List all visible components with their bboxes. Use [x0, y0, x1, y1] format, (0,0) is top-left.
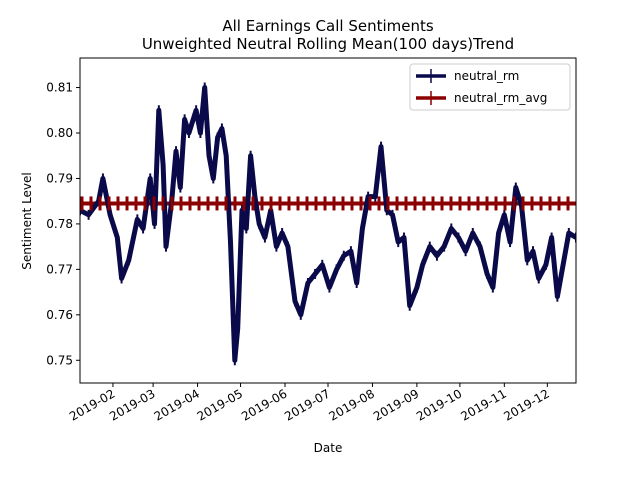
- legend: neutral_rm neutral_rm_avg: [409, 63, 571, 111]
- chart-title: All Earnings Call Sentiments: [222, 17, 434, 35]
- x-tick-label: 2019-07: [282, 386, 332, 423]
- y-tick-label: 0.75: [46, 353, 73, 367]
- y-tick-label: 0.76: [46, 308, 73, 322]
- y-tick-label: 0.77: [46, 262, 73, 276]
- x-tick-label: 2019-04: [152, 386, 202, 423]
- x-tick-label: 2019-05: [195, 386, 245, 423]
- y-tick-label: 0.79: [46, 171, 73, 185]
- chart-subtitle: Unweighted Neutral Rolling Mean(100 days…: [142, 35, 514, 53]
- x-tick-label: 2019-12: [501, 386, 551, 423]
- y-axis-label: Sentiment Level: [20, 172, 34, 270]
- x-tick-label: 2019-10: [414, 386, 464, 423]
- y-tick-label: 0.80: [46, 126, 73, 140]
- x-axis: 2019-022019-032019-042019-052019-062019-…: [67, 383, 552, 424]
- x-tick-label: 2019-06: [239, 386, 289, 423]
- x-tick-label: 2019-08: [327, 386, 377, 423]
- y-axis: 0.75 0.76 0.77 0.78 0.79 0.80 0.81: [46, 81, 80, 367]
- y-tick-label: 0.81: [46, 81, 73, 95]
- x-tick-label: 2019-11: [458, 386, 508, 423]
- legend-label-neutral-rm-avg: neutral_rm_avg: [454, 91, 547, 105]
- y-tick-label: 0.78: [46, 217, 73, 231]
- x-axis-label: Date: [314, 441, 343, 455]
- legend-label-neutral-rm: neutral_rm: [454, 69, 519, 83]
- x-tick-label: 2019-03: [107, 386, 157, 423]
- legend-box: [409, 63, 571, 111]
- x-tick-label: 2019-09: [371, 386, 421, 423]
